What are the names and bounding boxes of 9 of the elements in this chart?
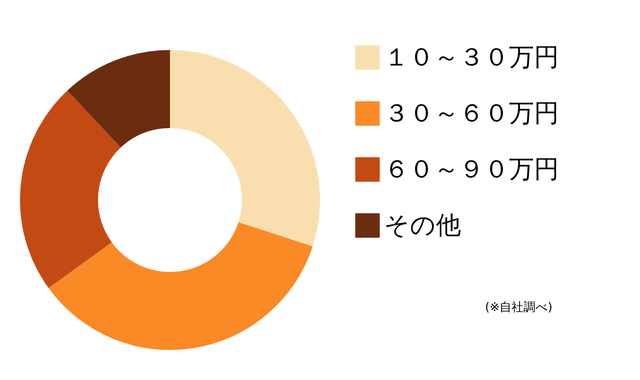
legend-label: その他 [384, 210, 461, 240]
donut-slice [20, 90, 121, 288]
donut-slice [170, 50, 320, 246]
donut-slice [48, 222, 313, 350]
legend-label: ３０～６０万円 [384, 98, 559, 128]
legend-label: ６０～９０万円 [384, 154, 559, 184]
text: (※自社調べ) [485, 300, 552, 314]
legend-label: １０～３０万円 [384, 42, 559, 72]
donut-slice [67, 50, 170, 148]
